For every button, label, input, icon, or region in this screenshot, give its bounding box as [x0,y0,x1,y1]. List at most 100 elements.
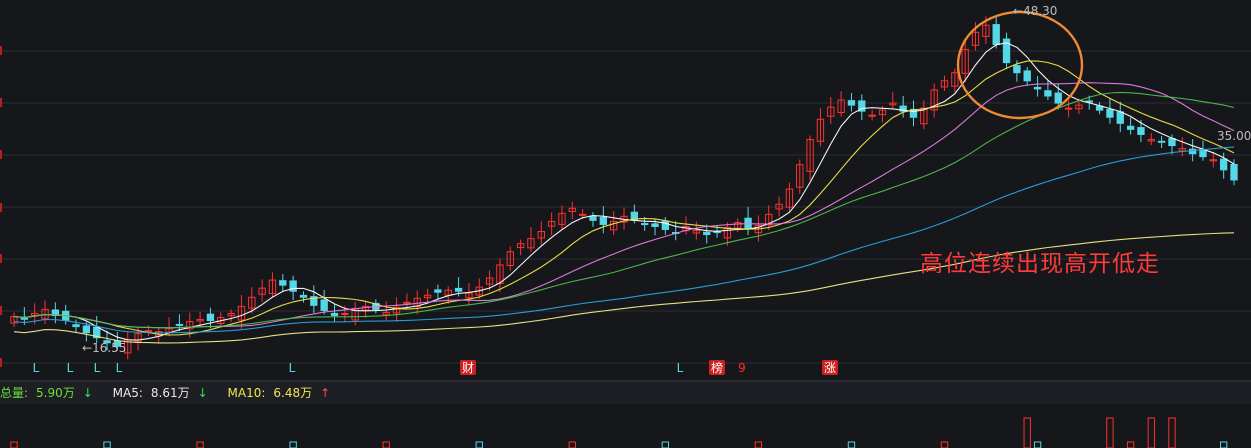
candle-body [1219,158,1228,171]
y-axis-tick [0,150,8,159]
candle-body [796,164,804,188]
candle-body [134,333,142,343]
candle-body [609,220,618,231]
candle-body [392,306,401,314]
candle-body [454,287,463,292]
candle-body [651,223,659,227]
candle-body [858,100,866,112]
candle-body [1064,107,1073,110]
marker-badge: 涨 [824,360,836,375]
ma5-line [13,42,1235,341]
candle-body [868,114,876,117]
volume-bar [1033,441,1042,448]
candle-body [1137,127,1145,135]
candle-body [382,311,390,316]
candle-body [320,299,328,311]
ma30-line [13,91,1235,329]
candle-body [403,301,411,304]
candle-body [961,48,969,74]
volume-bars [10,417,1228,448]
candle-body [899,105,907,112]
candle-body [1230,163,1238,181]
volume-bar [1023,417,1031,448]
y-axis-tick [0,203,8,212]
candle-body [785,188,794,208]
volume-bar [1147,417,1155,448]
marker-plain: 9 [738,361,746,375]
candle-body [816,118,825,142]
marker-badge [709,360,725,375]
candle-body [10,315,18,324]
candle-body [485,277,494,285]
volume-bar [847,441,856,448]
candle-body [537,231,545,239]
volume-indicator-bar: 总量: 5.90万 ↓ MA5: 8.61万 ↓ MA10: 6.48万 ↑ [0,382,1251,404]
moving-average-lines [13,42,1235,344]
ma20-line [13,82,1235,329]
ma5-volume: MA5: 8.61万 ↓ [112,386,208,400]
candle-body [558,212,566,225]
low-price-label: ←16.55 [82,341,127,355]
candle-body [175,323,184,326]
candle-body [578,213,587,216]
candle-body [186,321,194,330]
y-axis-tick [0,46,8,55]
marker-level: L [289,361,296,375]
candle-body [1116,111,1124,124]
volume-bar [1168,417,1176,448]
volume-bar [940,441,949,448]
marker-level: L [67,361,74,375]
volume-bar [568,441,576,448]
marker-badge [460,360,476,375]
candle-body [527,238,535,249]
volume-bar [103,441,111,448]
candle-body [930,89,938,111]
candle-body [1209,159,1218,162]
candle-body [144,330,153,333]
candle-body [206,313,215,322]
candle-body [640,223,649,226]
candle-body [1126,125,1135,130]
candle-body [330,312,339,316]
candle-body [909,108,918,118]
marker-level: L [94,361,101,375]
candle-body [310,296,318,306]
volume-bar [1126,441,1135,448]
candle-body [279,280,287,286]
volume-bar [382,441,390,448]
candle-body [889,102,897,106]
candle-body [951,72,959,87]
candle-body [1023,70,1031,82]
candle-body [20,317,29,320]
candle-body [765,213,773,226]
candle-body [227,312,235,317]
candle-body [982,24,990,37]
candle-body [703,231,711,236]
candle-body [971,31,980,46]
y-axis-tick [0,306,8,315]
candle-body [806,138,814,172]
candle-body [465,292,473,299]
candle-body [51,309,60,316]
candle-body [289,280,297,292]
marker-badge: 财 [462,361,474,375]
candle-body [775,203,783,210]
candle-body [1147,138,1155,142]
candle-body [30,312,39,317]
candle-body [547,220,556,227]
y-axis-tick [0,98,8,107]
candle-body [837,99,845,113]
ma120-line [13,232,1235,344]
volume-bar [10,441,18,448]
volume-bar [661,441,670,448]
candle-body [1054,92,1062,104]
annotation-text: 高位连续出现高开低走 [920,251,1160,277]
high-price-label: ←48.30 [1013,4,1058,18]
ma10-line [13,60,1235,336]
candle-body [1033,86,1042,90]
grid-lines [0,50,1251,382]
candle-body [630,211,639,220]
candle-body [423,294,432,299]
candle-body [847,100,856,106]
